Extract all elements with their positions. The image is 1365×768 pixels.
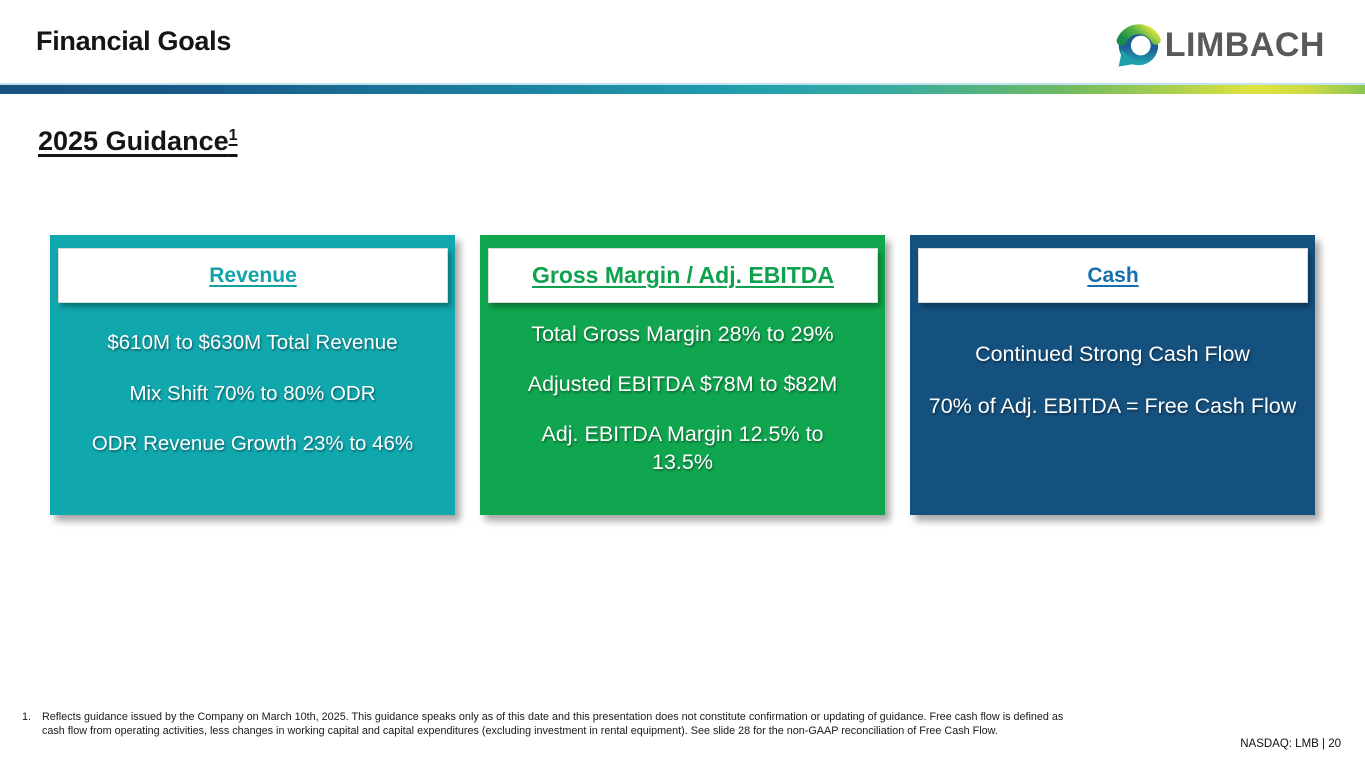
- ticker-page-number: NASDAQ: LMB | 20: [1240, 738, 1341, 750]
- card-gross-margin-ebitda: Gross Margin / Adj. EBITDA Total Gross M…: [480, 235, 885, 515]
- card-cash-line: Continued Strong Cash Flow: [975, 342, 1250, 366]
- card-cash-body: Continued Strong Cash Flow 70% of Adj. E…: [910, 303, 1315, 421]
- card-revenue-line: Mix Shift 70% to 80% ODR: [129, 381, 376, 405]
- card-gross-margin-line: Total Gross Margin 28% to 29%: [531, 322, 834, 346]
- card-revenue: Revenue $610M to $630M Total Revenue Mix…: [50, 235, 455, 515]
- card-gross-margin-title: Gross Margin / Adj. EBITDA: [531, 262, 834, 288]
- card-cash-header: Cash: [918, 248, 1308, 303]
- card-revenue-body: $610M to $630M Total Revenue Mix Shift 7…: [50, 303, 455, 458]
- section-heading: 2025 Guidance1: [38, 126, 238, 157]
- card-cash-title: Cash: [1087, 263, 1139, 287]
- accent-gradient-bar: [0, 83, 1365, 94]
- card-revenue-title: Revenue: [209, 263, 297, 287]
- card-cash: Cash Continued Strong Cash Flow 70% of A…: [910, 235, 1315, 515]
- card-revenue-line: ODR Revenue Growth 23% to 46%: [91, 432, 414, 456]
- card-gross-margin-header: Gross Margin / Adj. EBITDA: [488, 248, 878, 303]
- slide-title: Financial Goals: [36, 26, 232, 56]
- card-cash-line: 70% of Adj. EBITDA = Free Cash Flow: [928, 393, 1297, 418]
- card-revenue-header: Revenue: [58, 248, 448, 303]
- footnote: 1. Reflects guidance issued by the Compa…: [22, 711, 1070, 739]
- limbach-wordmark: LIMBACH: [1164, 26, 1325, 64]
- footnote-text: Reflects guidance issued by the Company …: [42, 711, 1064, 737]
- section-heading-text: 2025 Guidance: [38, 126, 229, 156]
- limbach-logo-icon: [1114, 22, 1161, 69]
- card-gross-margin-line: Adjusted EBITDA $78M to $82M: [527, 371, 838, 396]
- footnote-number: 1.: [22, 711, 32, 723]
- card-gross-margin-body: Total Gross Margin 28% to 29% Adjusted E…: [480, 303, 885, 477]
- card-revenue-line: $610M to $630M Total Revenue: [107, 331, 398, 354]
- section-heading-superscript: 1: [228, 127, 238, 144]
- card-gross-margin-line: Adj. EBITDA Margin 12.5% to 13.5%: [541, 421, 824, 474]
- limbach-logo: LIMBACH: [1114, 22, 1325, 69]
